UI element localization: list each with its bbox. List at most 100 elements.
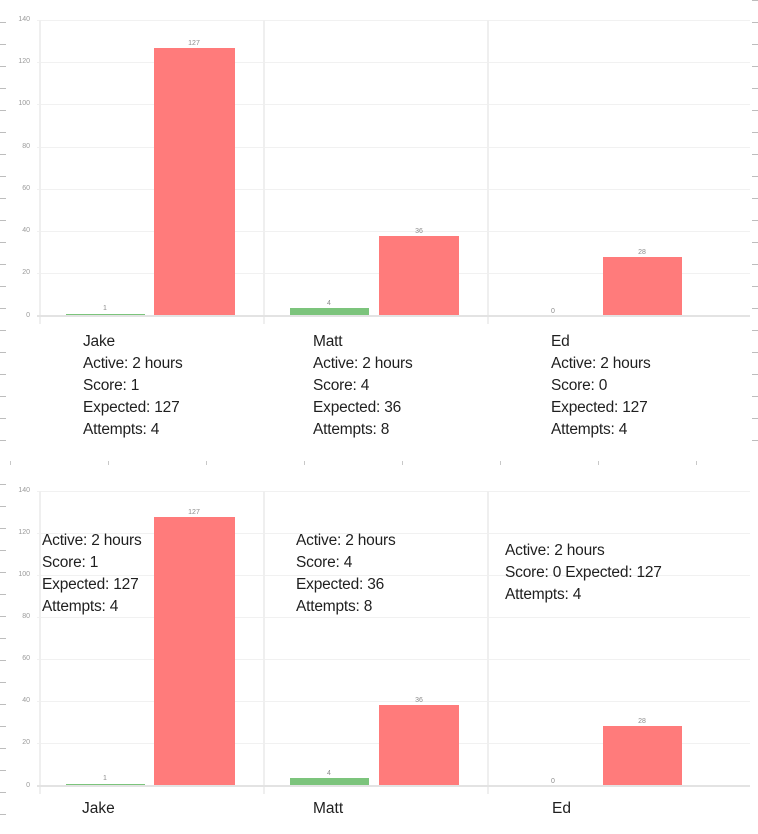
edge-tick [0, 440, 6, 441]
sep-tick [206, 461, 207, 465]
attempts-text: Attempts: 8 [296, 598, 373, 615]
sep-tick [108, 461, 109, 465]
sep-tick [10, 461, 11, 465]
edge-tick [752, 242, 758, 243]
active-text: Active: 2 hours [313, 355, 413, 372]
top-plot-area: 1 127 4 36 0 28 [37, 0, 750, 330]
sep-tick [500, 461, 501, 465]
category-divider [263, 491, 265, 794]
info-matt: Matt Active: 2 hours Score: 4 Expected: … [313, 331, 413, 441]
y-tick-0: 0 [26, 782, 30, 789]
gridline [37, 491, 750, 492]
value-label-ed-expected: 28 [638, 249, 646, 256]
edge-tick [0, 352, 6, 353]
edge-tick [752, 374, 758, 375]
edge-tick [0, 770, 6, 771]
value-label-matt-score: 4 [327, 770, 331, 777]
edge-tick [752, 176, 758, 177]
value-label-jake-expected: 127 [188, 509, 200, 516]
y-tick-100: 100 [18, 100, 30, 107]
value-label-jake-score: 1 [103, 775, 107, 782]
y-axis-line [39, 20, 41, 324]
edge-tick [0, 594, 6, 595]
edge-tick [0, 792, 6, 793]
x-axis-line [37, 315, 750, 317]
value-label-jake-expected: 127 [188, 40, 200, 47]
edge-tick [0, 726, 6, 727]
gridline [37, 575, 750, 576]
category-label-jake: Jake [82, 800, 115, 817]
y-tick-0: 0 [26, 312, 30, 319]
edge-tick [0, 220, 6, 221]
expected-text: Expected: 127 [551, 399, 648, 416]
y-tick-40: 40 [22, 227, 30, 234]
y-tick-80: 80 [22, 143, 30, 150]
attempts-text: Attempts: 4 [551, 421, 628, 438]
edge-tick [752, 110, 758, 111]
y-tick-60: 60 [22, 185, 30, 192]
score-expected-text: Score: 0 Expected: 127 [505, 564, 662, 581]
edge-tick [0, 242, 6, 243]
category-label-matt: Matt [313, 800, 344, 817]
y-tick-140: 140 [18, 487, 30, 494]
edge-tick [0, 176, 6, 177]
category-divider [487, 491, 489, 794]
info-ed: Ed Active: 2 hours Score: 0 Expected: 12… [551, 331, 651, 441]
y-tick-20: 20 [22, 269, 30, 276]
attempts-text: Attempts: 4 [42, 598, 119, 615]
overlay-info-matt: Active: 2 hours Score: 4 Expected: 36 At… [296, 530, 396, 618]
edge-tick [752, 132, 758, 133]
edge-tick [0, 132, 6, 133]
bar-matt-expected[interactable] [379, 705, 459, 786]
expected-text: Expected: 36 [296, 576, 385, 593]
top-chart: 140 120 100 80 60 40 20 0 1 127 4 36 0 2… [18, 0, 750, 441]
edge-tick [752, 88, 758, 89]
expected-text: Expected: 127 [83, 399, 180, 416]
score-text: Score: 0 [551, 377, 608, 394]
attempts-text: Attempts: 8 [313, 421, 390, 438]
sep-tick [696, 461, 697, 465]
edge-tick [0, 154, 6, 155]
score-text: Score: 1 [83, 377, 140, 394]
edge-tick [0, 572, 6, 573]
edge-tick [0, 330, 6, 331]
bar-ed-expected[interactable] [603, 257, 682, 316]
gridline [37, 147, 750, 148]
edge-tick [0, 418, 6, 419]
edge-tick [0, 22, 6, 23]
sep-tick [304, 461, 305, 465]
edge-tick [0, 682, 6, 683]
category-label-ed: Ed [552, 800, 571, 817]
active-text: Active: 2 hours [42, 532, 142, 549]
y-tick-80: 80 [22, 613, 30, 620]
person-name: Matt [313, 333, 343, 350]
gridline [37, 189, 750, 190]
category-divider [263, 20, 265, 324]
bar-matt-score[interactable] [290, 308, 369, 316]
bar-matt-expected[interactable] [379, 236, 459, 316]
bar-jake-expected[interactable] [154, 48, 235, 316]
edge-tick [0, 308, 6, 309]
edge-tick [752, 440, 758, 441]
value-label-matt-expected: 36 [415, 228, 423, 235]
x-axis-line [37, 785, 750, 787]
edge-tick [0, 528, 6, 529]
edge-tick [0, 44, 6, 45]
edge-tick [752, 22, 758, 23]
value-label-matt-expected: 36 [415, 697, 423, 704]
bar-ed-expected[interactable] [603, 726, 682, 786]
edge-tick [0, 660, 6, 661]
y-tick-120: 120 [18, 529, 30, 536]
edge-tick [752, 220, 758, 221]
person-name: Jake [83, 333, 115, 350]
edge-tick [0, 286, 6, 287]
bar-matt-score[interactable] [290, 778, 369, 786]
gridline [37, 62, 750, 63]
sep-tick [402, 461, 403, 465]
score-text: Score: 1 [42, 554, 99, 571]
bar-jake-expected[interactable] [154, 517, 235, 786]
edge-tick [752, 66, 758, 67]
edge-tick [0, 264, 6, 265]
attempts-text: Attempts: 4 [505, 586, 582, 603]
edge-tick [0, 110, 6, 111]
